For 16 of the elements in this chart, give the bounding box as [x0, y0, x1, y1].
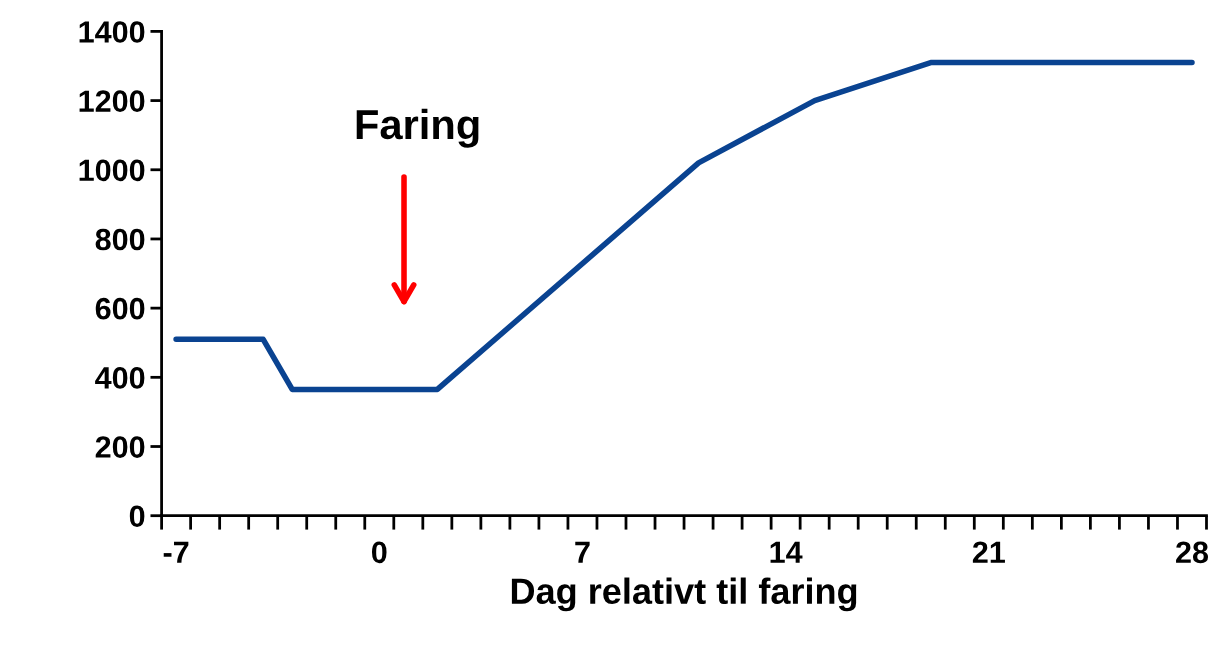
- y-tick-label: 600: [95, 297, 145, 320]
- x-tick-label: 7: [575, 541, 590, 563]
- x-axis-title: Dag relativt til faring: [511, 577, 857, 612]
- y-tick-label: 200: [95, 436, 145, 458]
- x-tick-label: 14: [770, 541, 803, 563]
- annotation: Faring: [356, 108, 479, 148]
- y-tick-label: 1400: [79, 21, 145, 43]
- y-tick-label: 800: [95, 228, 145, 251]
- x-tick-label: 28: [1176, 541, 1209, 564]
- x-tick-label: 0: [371, 541, 387, 564]
- x-tick-label: 21: [972, 541, 1005, 563]
- x-tick-label: -7: [163, 541, 189, 563]
- y-tick-label: 1200: [79, 90, 145, 112]
- y-tick-label: 1000: [79, 159, 145, 182]
- y-tick-label: 0: [129, 505, 145, 528]
- y-tick-label: 400: [95, 367, 145, 389]
